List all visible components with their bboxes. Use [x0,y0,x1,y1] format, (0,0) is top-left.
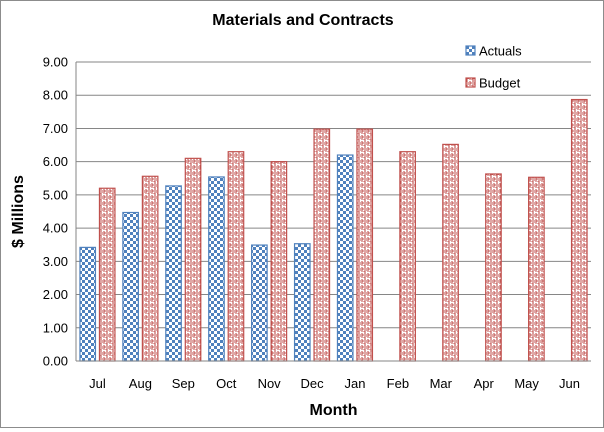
y-tick-label: 7.00 [43,121,68,136]
bar-actuals-jan [336,154,354,362]
bar-budget-aug [141,175,159,362]
y-tick-label: 9.00 [43,55,68,70]
x-tick-label: Mar [430,376,453,391]
legend: Actuals Budget [465,44,522,91]
bar-budget-jul [98,187,116,362]
bar-budget-nov [270,161,288,362]
bar-actuals-jul [79,246,97,362]
y-tick-labels: 0.00 1.00 2.00 3.00 4.00 5.00 6.00 7.00 8.00 9.00 [43,55,68,369]
y-tick-label: 6.00 [43,154,68,169]
bar-budget-mar [442,143,459,362]
x-tick-labels: Jul Aug Sep Oct Nov Dec Jan Feb Mar Apr May Jun [89,376,580,391]
bar-budget-jun [570,98,588,362]
y-tick-label: 2.00 [43,287,68,302]
bar-budget-apr [485,173,502,362]
x-tick-label: Nov [258,376,282,391]
bar-budget-feb [399,151,416,362]
x-axis-title: Month [310,402,358,419]
axes [75,62,591,362]
y-tick-label: 1.00 [43,320,68,335]
bar-actuals-sep [165,185,182,362]
bars [79,98,588,362]
x-tick-label: Aug [129,376,152,391]
y-axis-title: $ Millions [10,175,27,248]
y-tick-label: 3.00 [43,254,68,269]
x-tick-label: Oct [216,376,237,391]
legend-swatch-actuals [465,45,476,56]
bar-budget-sep [184,157,202,362]
gridlines [76,61,591,329]
legend-label-budget: Budget [479,76,521,91]
y-tick-label: 0.00 [43,354,68,369]
bar-budget-may [528,176,545,362]
x-tick-label: Jan [344,376,365,391]
x-tick-label: Jun [559,376,580,391]
y-tick-label: 4.00 [43,221,68,236]
bar-budget-oct [227,151,245,362]
bar-budget-jan [356,128,374,362]
chart-title: Materials and Contracts [212,12,393,29]
x-tick-label: Apr [474,376,495,391]
bar-actuals-nov [251,244,268,362]
legend-swatch-budget [465,77,476,88]
bar-actuals-aug [122,211,139,362]
x-tick-label: Dec [300,376,324,391]
legend-label-actuals: Actuals [479,44,522,59]
x-tick-label: May [514,376,539,391]
y-tick-label: 5.00 [43,187,68,202]
bar-budget-dec [313,128,331,362]
bar-actuals-oct [208,176,225,362]
x-tick-label: Sep [172,376,195,391]
x-tick-label: Feb [387,376,409,391]
x-tick-label: Jul [89,376,106,391]
bar-actuals-dec [293,243,311,362]
y-tick-label: 8.00 [43,88,68,103]
